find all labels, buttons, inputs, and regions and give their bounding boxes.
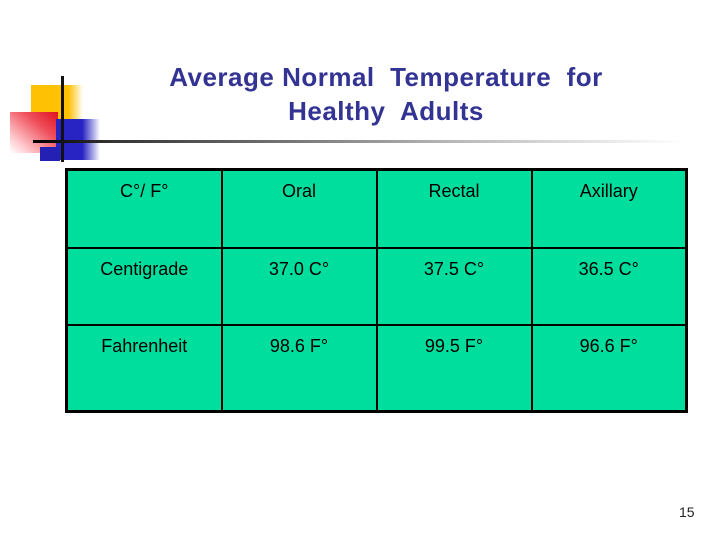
cell-centigrade-rectal: 37.5 C°: [375, 246, 533, 326]
cell-centigrade-axillary: 36.5 C°: [530, 246, 688, 326]
deco-horizontal-rule: [33, 140, 683, 143]
cell-fahrenheit-label: Fahrenheit: [65, 323, 223, 413]
temperature-table: C°/ F° Oral Rectal Axillary Centigrade 3…: [65, 168, 688, 413]
deco-red-square: [10, 112, 58, 153]
deco-navy-square: [40, 147, 60, 161]
page-number: 15: [679, 504, 695, 520]
cell-centigrade-label: Centigrade: [65, 246, 223, 326]
slide-title: Average Normal Temperature for Healthy A…: [76, 60, 696, 128]
cell-centigrade-oral: 37.0 C°: [220, 246, 378, 326]
slide-title-line1: Average Normal Temperature for: [169, 62, 603, 92]
deco-vertical-line: [61, 76, 64, 162]
cell-fahrenheit-rectal: 99.5 F°: [375, 323, 533, 413]
slide-title-line2: Healthy Adults: [288, 96, 484, 126]
header-cell-axillary: Axillary: [530, 168, 688, 249]
header-cell-rectal: Rectal: [375, 168, 533, 249]
table-header-row: C°/ F° Oral Rectal Axillary: [65, 168, 688, 249]
header-cell-scale: C°/ F°: [65, 168, 223, 249]
header-cell-oral: Oral: [220, 168, 378, 249]
table-row-centigrade: Centigrade 37.0 C° 37.5 C° 36.5 C°: [65, 246, 688, 326]
cell-fahrenheit-axillary: 96.6 F°: [530, 323, 688, 413]
cell-fahrenheit-oral: 98.6 F°: [220, 323, 378, 413]
table-row-fahrenheit: Fahrenheit 98.6 F° 99.5 F° 96.6 F°: [65, 323, 688, 413]
